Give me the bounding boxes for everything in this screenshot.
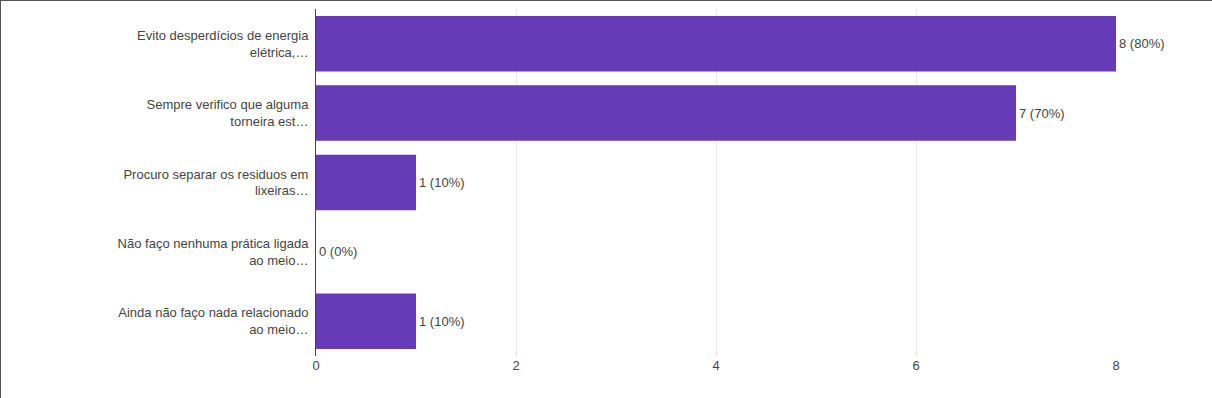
svg-text:8: 8	[1112, 358, 1119, 373]
svg-text:0: 0	[312, 358, 319, 373]
svg-text:Sempre verifico que algumatorn: Sempre verifico que algumatorneira est…	[147, 97, 310, 129]
svg-text:Ainda não faço nada relacionad: Ainda não faço nada relacionadoao meio…	[118, 305, 308, 337]
svg-text:7 (70%): 7 (70%)	[1019, 106, 1065, 121]
svg-text:Procuro separar os residuos em: Procuro separar os residuos emlixeiras…	[123, 167, 308, 199]
svg-text:6: 6	[912, 358, 919, 373]
svg-text:0 (0%): 0 (0%)	[319, 244, 357, 259]
svg-text:1 (10%): 1 (10%)	[419, 314, 465, 329]
svg-text:2: 2	[512, 358, 519, 373]
svg-text:Não faço nenhuma prática ligad: Não faço nenhuma prática ligadaao meio…	[118, 236, 310, 268]
svg-text:4: 4	[712, 358, 719, 373]
svg-text:Evito desperdícios de energiae: Evito desperdícios de energiaelétrica,…	[137, 28, 309, 60]
svg-text:1 (10%): 1 (10%)	[419, 175, 465, 190]
svg-text:8 (80%): 8 (80%)	[1119, 36, 1165, 51]
